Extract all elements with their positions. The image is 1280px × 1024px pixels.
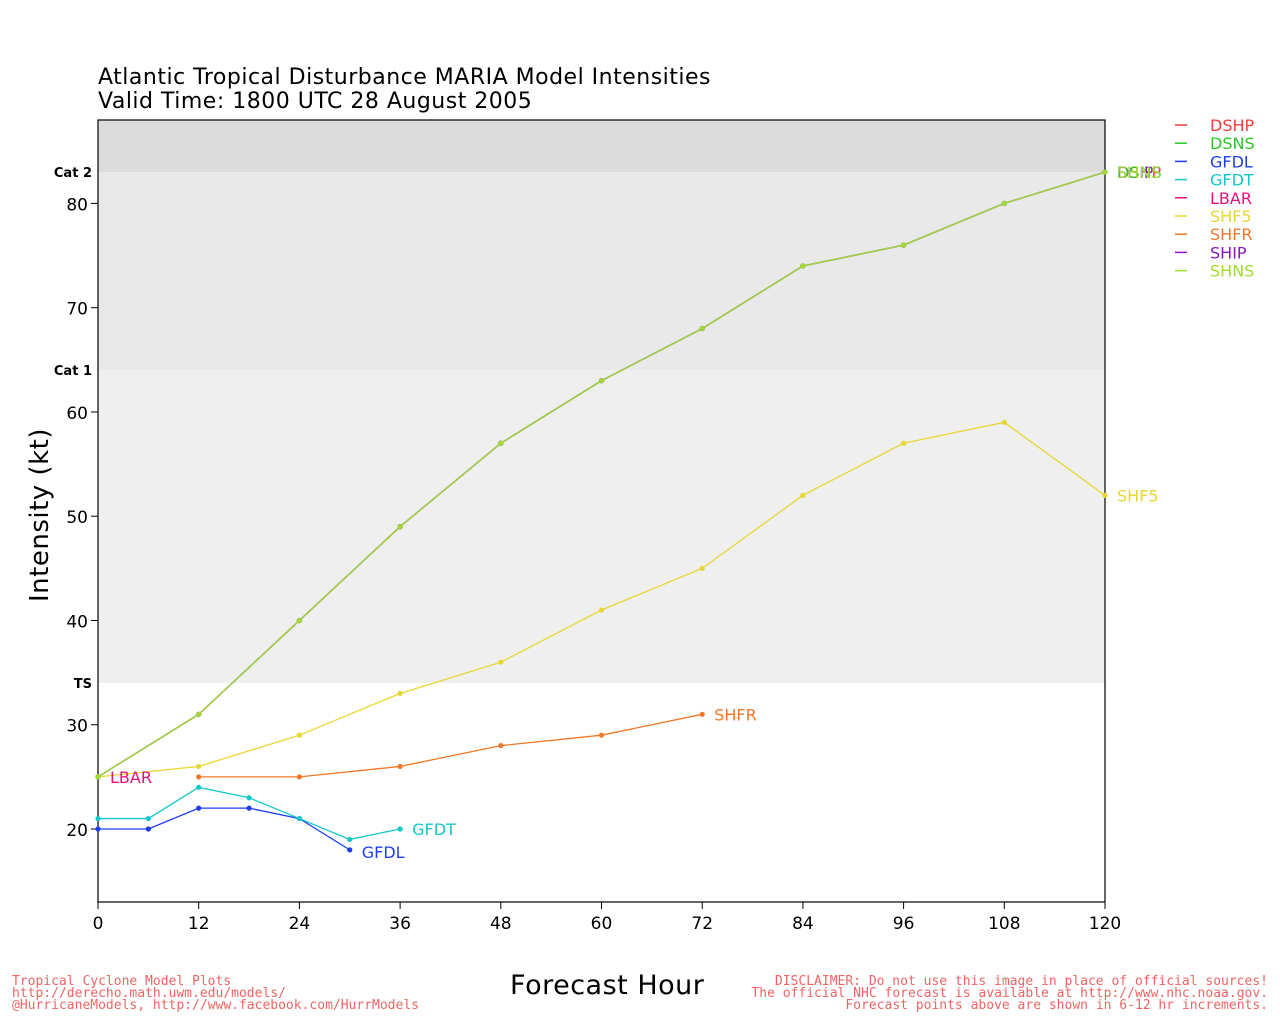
series-end-label: DSNS xyxy=(1117,163,1162,182)
y-tick-label: 60 xyxy=(66,404,88,424)
y-tick-label: 50 xyxy=(66,508,88,528)
data-point-shns xyxy=(598,378,605,384)
data-point-shf5 xyxy=(397,690,403,697)
category-band xyxy=(98,370,1105,684)
y-tick-label: 70 xyxy=(66,300,88,320)
data-point-gfdt xyxy=(145,815,151,822)
chart-title: Atlantic Tropical Disturbance MARIA Mode… xyxy=(98,65,712,90)
data-point-shf5 xyxy=(800,492,806,498)
data-point-gfdl xyxy=(145,826,151,832)
data-point-gfdl xyxy=(95,826,101,832)
data-point-gfdl xyxy=(246,805,252,811)
data-point-shf5 xyxy=(598,607,605,613)
legend-label: DSNS xyxy=(1210,134,1255,153)
data-point-gfdt xyxy=(397,826,403,832)
data-point-shns xyxy=(296,617,302,624)
footer-credits: Tropical Cyclone Model Plots http://dere… xyxy=(12,974,419,1013)
data-point-gfdt xyxy=(95,815,101,822)
data-point-shfr xyxy=(296,774,302,780)
y-tick-label: 40 xyxy=(66,612,88,632)
category-band xyxy=(98,172,1105,371)
data-point-shfr xyxy=(498,743,504,749)
footer-credit-line[interactable]: @HurricaneModels, http://www.facebook.co… xyxy=(12,998,419,1013)
data-point-shns xyxy=(196,711,202,717)
series-end-label: SHNS xyxy=(1117,163,1161,182)
y-tick-label: 30 xyxy=(66,717,88,737)
category-label: Cat 1 xyxy=(54,364,92,379)
series-line-shfr xyxy=(198,713,703,778)
category-label: Cat 2 xyxy=(54,166,92,181)
data-point-shns xyxy=(498,440,504,446)
data-point-shf5 xyxy=(1001,419,1007,425)
legend-label: SHF5 xyxy=(1210,207,1252,226)
series-end-label: GFDT xyxy=(412,820,456,839)
x-tick-label: 36 xyxy=(389,914,411,934)
x-tick-label: 96 xyxy=(893,914,915,934)
category-band xyxy=(98,120,1105,173)
x-tick-label: 0 xyxy=(93,914,104,934)
data-point-gfdt xyxy=(196,784,202,790)
data-point-shfr xyxy=(598,732,605,738)
data-point-shns xyxy=(1102,169,1108,175)
x-tick-label: 60 xyxy=(591,914,613,934)
data-point-shfr xyxy=(397,763,403,770)
disclaimer-line: DISCLAIMER: Do not use this image in pla… xyxy=(774,974,1268,989)
data-point-shf5 xyxy=(498,659,504,665)
disclaimer-line: The official NHC forecast is available a… xyxy=(751,986,1268,1001)
legend-label: SHNS xyxy=(1210,262,1254,281)
data-point-shf5 xyxy=(901,440,907,446)
legend-label: SHIP xyxy=(1210,243,1247,262)
y-axis-label: Intensity (kt) xyxy=(25,428,55,602)
series-end-label: GFDL xyxy=(362,843,405,862)
data-point-shns xyxy=(1001,200,1007,207)
data-point-shns xyxy=(901,242,907,248)
legend-label: SHFR xyxy=(1210,225,1253,244)
series-line-gfdl xyxy=(98,807,351,851)
data-point-gfdt xyxy=(246,795,252,801)
footer-disclaimer: DISCLAIMER: Do not use this image in pla… xyxy=(751,974,1268,1013)
legend-label: LBAR xyxy=(1210,189,1252,208)
series-end-label: LBAR xyxy=(110,768,152,787)
data-point-gfdt xyxy=(347,836,353,843)
data-point-shf5 xyxy=(699,565,705,571)
data-point-shf5 xyxy=(296,732,302,738)
data-point-shns xyxy=(397,524,403,530)
data-point-shns xyxy=(95,774,101,780)
x-tick-label: 120 xyxy=(1089,914,1121,934)
series-end-label: SHF5 xyxy=(1117,486,1159,505)
legend-label: GFDT xyxy=(1210,171,1254,190)
x-tick-label: 12 xyxy=(188,914,210,934)
data-point-gfdl xyxy=(196,805,202,811)
x-tick-label: 48 xyxy=(490,914,512,934)
x-axis-label: Forecast Hour xyxy=(510,970,705,1001)
series-line-gfdt xyxy=(98,786,401,841)
disclaimer-line: Forecast points above are shown in 6-12 … xyxy=(845,998,1268,1013)
y-tick-label: 20 xyxy=(66,821,88,841)
data-point-gfdt xyxy=(296,815,302,822)
data-point-shns xyxy=(800,263,806,269)
legend-label: DSHP xyxy=(1210,116,1255,135)
data-point-shfr xyxy=(196,774,202,780)
data-point-shfr xyxy=(699,711,705,717)
data-point-shns xyxy=(699,325,705,332)
footer-credit-line[interactable]: http://derecho.math.uwm.edu/models/ xyxy=(12,986,286,1001)
data-point-shf5 xyxy=(196,763,202,770)
x-tick-label: 108 xyxy=(988,914,1020,934)
category-label: TS xyxy=(74,677,92,692)
x-tick-label: 72 xyxy=(691,914,713,934)
data-point-gfdl xyxy=(347,847,353,853)
legend-label: GFDL xyxy=(1210,152,1253,171)
x-tick-label: 84 xyxy=(792,914,814,934)
data-point-shf5 xyxy=(1102,492,1108,498)
y-tick-label: 80 xyxy=(66,195,88,215)
chart-subtitle: Valid Time: 1800 UTC 28 August 2005 xyxy=(98,89,533,114)
x-tick-label: 24 xyxy=(289,914,311,934)
series-end-label: DSHP xyxy=(1117,163,1162,182)
footer-credit-line: Tropical Cyclone Model Plots xyxy=(12,974,232,989)
series-end-label: SHIP xyxy=(1117,163,1154,182)
series-end-label: SHFR xyxy=(714,705,757,724)
